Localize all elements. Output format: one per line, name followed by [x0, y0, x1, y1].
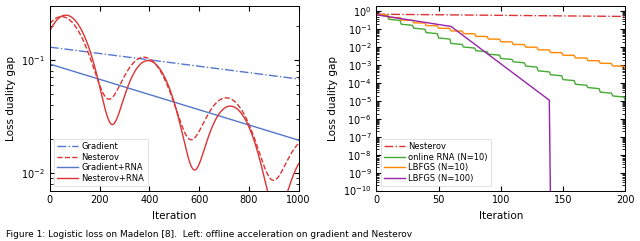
Nesterov+RNA [62, 14, 70, 17]
Gradient [240, 71, 248, 74]
LBFGS (N=10) [372, 13, 380, 16]
LBFGS (N=100) [621, 207, 629, 210]
Gradient+RNA [97, 78, 104, 81]
LBFGS (N=10) [477, 35, 484, 38]
Line: LBFGS (N=100): LBFGS (N=100) [376, 15, 625, 208]
Gradient [61, 48, 69, 51]
Gradient+RNA [283, 135, 291, 138]
Gradient+RNA [266, 130, 273, 133]
Nesterov+RNA [249, 136, 257, 139]
LBFGS (N=100) [463, 37, 471, 40]
Legend: Gradient, Nesterov, Gradient+RNA, Nesterov+RNA: Gradient, Nesterov, Gradient+RNA, Nester… [54, 139, 148, 186]
LBFGS (N=100) [477, 47, 484, 50]
Gradient+RNA [61, 67, 69, 70]
online RNA (N=10) [372, 13, 380, 16]
Nesterov [58, 15, 65, 18]
Nesterov [97, 86, 104, 89]
Nesterov+RNA [273, 214, 281, 217]
LBFGS (N=10) [600, 62, 608, 65]
online RNA (N=10) [621, 99, 629, 102]
Nesterov [249, 133, 257, 136]
Nesterov [240, 112, 248, 115]
Nesterov [507, 14, 515, 17]
Y-axis label: Loss duality gap: Loss duality gap [328, 56, 337, 141]
Nesterov+RNA [295, 162, 303, 165]
Nesterov+RNA [283, 192, 291, 195]
Nesterov [61, 16, 69, 19]
online RNA (N=10) [374, 13, 381, 16]
Nesterov [477, 14, 484, 17]
Line: LBFGS (N=10): LBFGS (N=10) [376, 15, 625, 69]
LBFGS (N=100) [507, 70, 515, 73]
Nesterov [621, 15, 629, 18]
LBFGS (N=10) [374, 13, 381, 16]
online RNA (N=10) [463, 46, 471, 49]
Nesterov [374, 13, 381, 16]
Line: Nesterov: Nesterov [50, 17, 299, 180]
Nesterov+RNA [266, 200, 274, 202]
Line: Nesterov+RNA: Nesterov+RNA [50, 15, 299, 215]
Nesterov [46, 22, 54, 25]
LBFGS (N=10) [463, 32, 471, 35]
LBFGS (N=10) [621, 67, 629, 70]
Nesterov [600, 15, 608, 18]
LBFGS (N=10) [395, 16, 403, 19]
online RNA (N=10) [395, 19, 403, 22]
Gradient+RNA [295, 139, 303, 142]
Nesterov+RNA [97, 89, 104, 92]
Line: Gradient+RNA: Gradient+RNA [50, 64, 299, 140]
Nesterov [269, 179, 277, 182]
LBFGS (N=100) [372, 13, 380, 16]
Line: online RNA (N=10): online RNA (N=10) [376, 15, 625, 100]
online RNA (N=10) [477, 50, 484, 53]
online RNA (N=10) [507, 58, 515, 61]
Gradient [249, 72, 257, 75]
Nesterov [372, 13, 380, 16]
Gradient [295, 78, 303, 80]
Text: Figure 1: Logistic loss on Madelon [8].  Left: offline acceleration on gradient : Figure 1: Logistic loss on Madelon [8]. … [6, 230, 413, 239]
LBFGS (N=100) [602, 207, 609, 210]
Nesterov [283, 160, 291, 163]
Line: Nesterov: Nesterov [376, 14, 625, 16]
Gradient+RNA [240, 122, 248, 125]
Nesterov+RNA [61, 14, 69, 17]
Nesterov [266, 177, 274, 180]
Nesterov [395, 13, 403, 16]
X-axis label: Iteration: Iteration [152, 211, 196, 221]
Line: Gradient: Gradient [50, 47, 299, 79]
LBFGS (N=10) [507, 40, 515, 43]
Nesterov+RNA [46, 30, 54, 33]
LBFGS (N=100) [395, 17, 403, 20]
Gradient+RNA [46, 63, 54, 66]
Gradient [97, 52, 104, 55]
Nesterov+RNA [240, 116, 248, 119]
Gradient [46, 46, 54, 48]
Gradient [283, 76, 291, 79]
Gradient [266, 74, 273, 77]
LBFGS (N=100) [547, 207, 554, 210]
LBFGS (N=100) [374, 13, 381, 16]
online RNA (N=10) [600, 91, 608, 94]
Nesterov [463, 13, 471, 16]
Y-axis label: Loss duality gap: Loss duality gap [6, 56, 15, 141]
Gradient+RNA [249, 125, 257, 128]
Nesterov [295, 142, 303, 145]
Legend: Nesterov, online RNA (N=10), LBFGS (N=10), LBFGS (N=100): Nesterov, online RNA (N=10), LBFGS (N=10… [381, 139, 491, 186]
X-axis label: Iteration: Iteration [479, 211, 523, 221]
